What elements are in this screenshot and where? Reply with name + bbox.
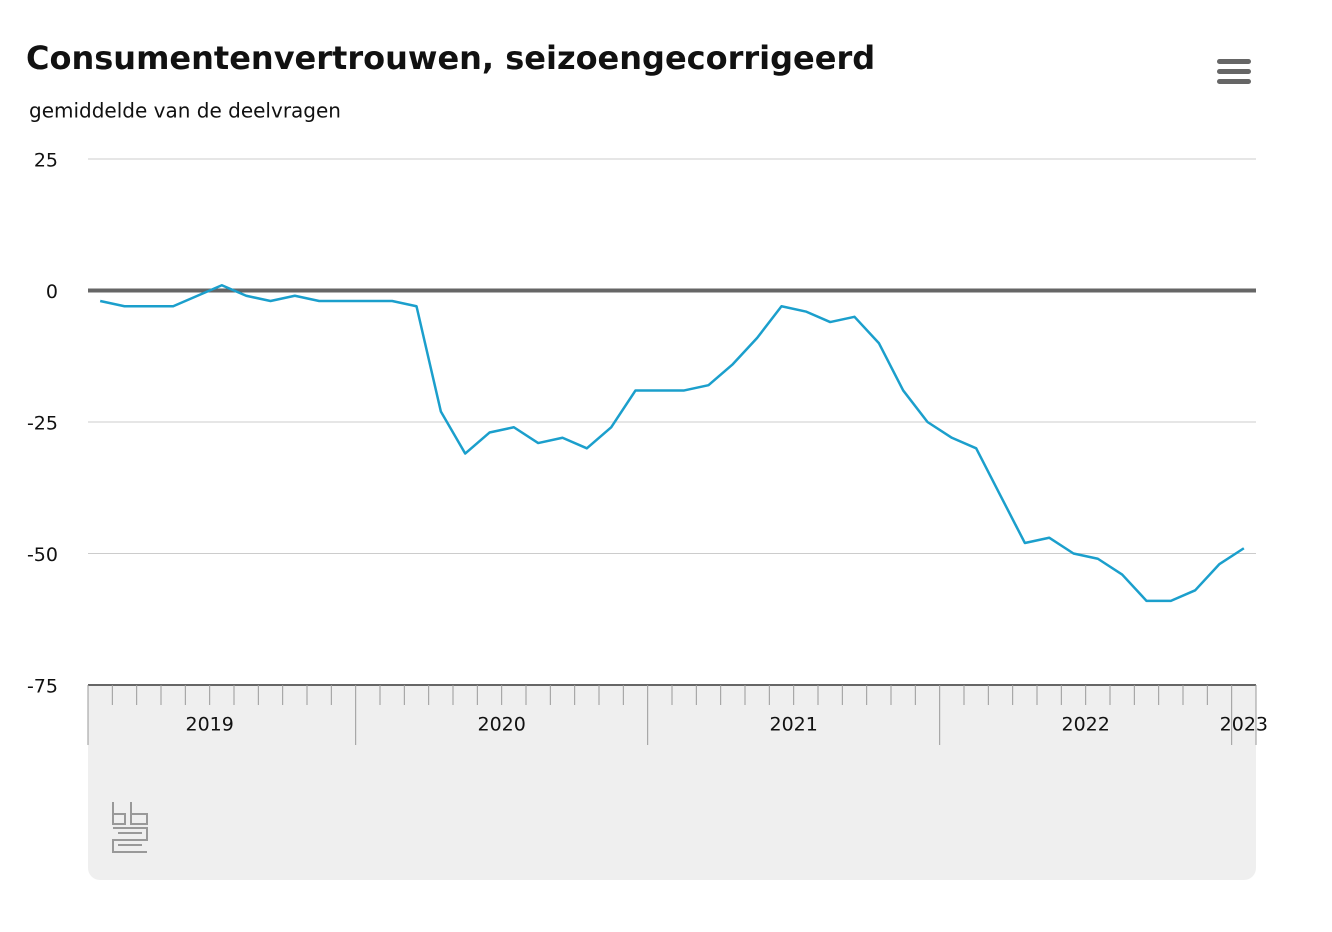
menu-bar xyxy=(1217,69,1251,74)
x-tick-label: 2022 xyxy=(1061,714,1109,736)
axis-panel xyxy=(88,685,1256,880)
x-tick-label: 2023 xyxy=(1220,714,1268,736)
y-tick-label: -25 xyxy=(27,413,58,435)
menu-bar xyxy=(1217,59,1251,64)
y-tick-label: 25 xyxy=(34,150,58,172)
x-tick-label: 2020 xyxy=(477,714,525,736)
y-tick-label: 0 xyxy=(46,281,58,303)
menu-bar xyxy=(1217,79,1251,84)
chart-subtitle: gemiddelde van de deelvragen xyxy=(29,99,341,123)
x-tick-label: 2019 xyxy=(185,714,233,736)
x-tick-label: 2021 xyxy=(769,714,817,736)
y-tick-label: -50 xyxy=(27,544,58,566)
logo xyxy=(112,802,148,853)
menu-button[interactable] xyxy=(1217,59,1251,84)
y-tick-label: -75 xyxy=(27,676,58,698)
series-line xyxy=(99,283,1245,603)
chart-title: Consumentenvertrouwen, seizoengecorrigee… xyxy=(26,39,875,77)
